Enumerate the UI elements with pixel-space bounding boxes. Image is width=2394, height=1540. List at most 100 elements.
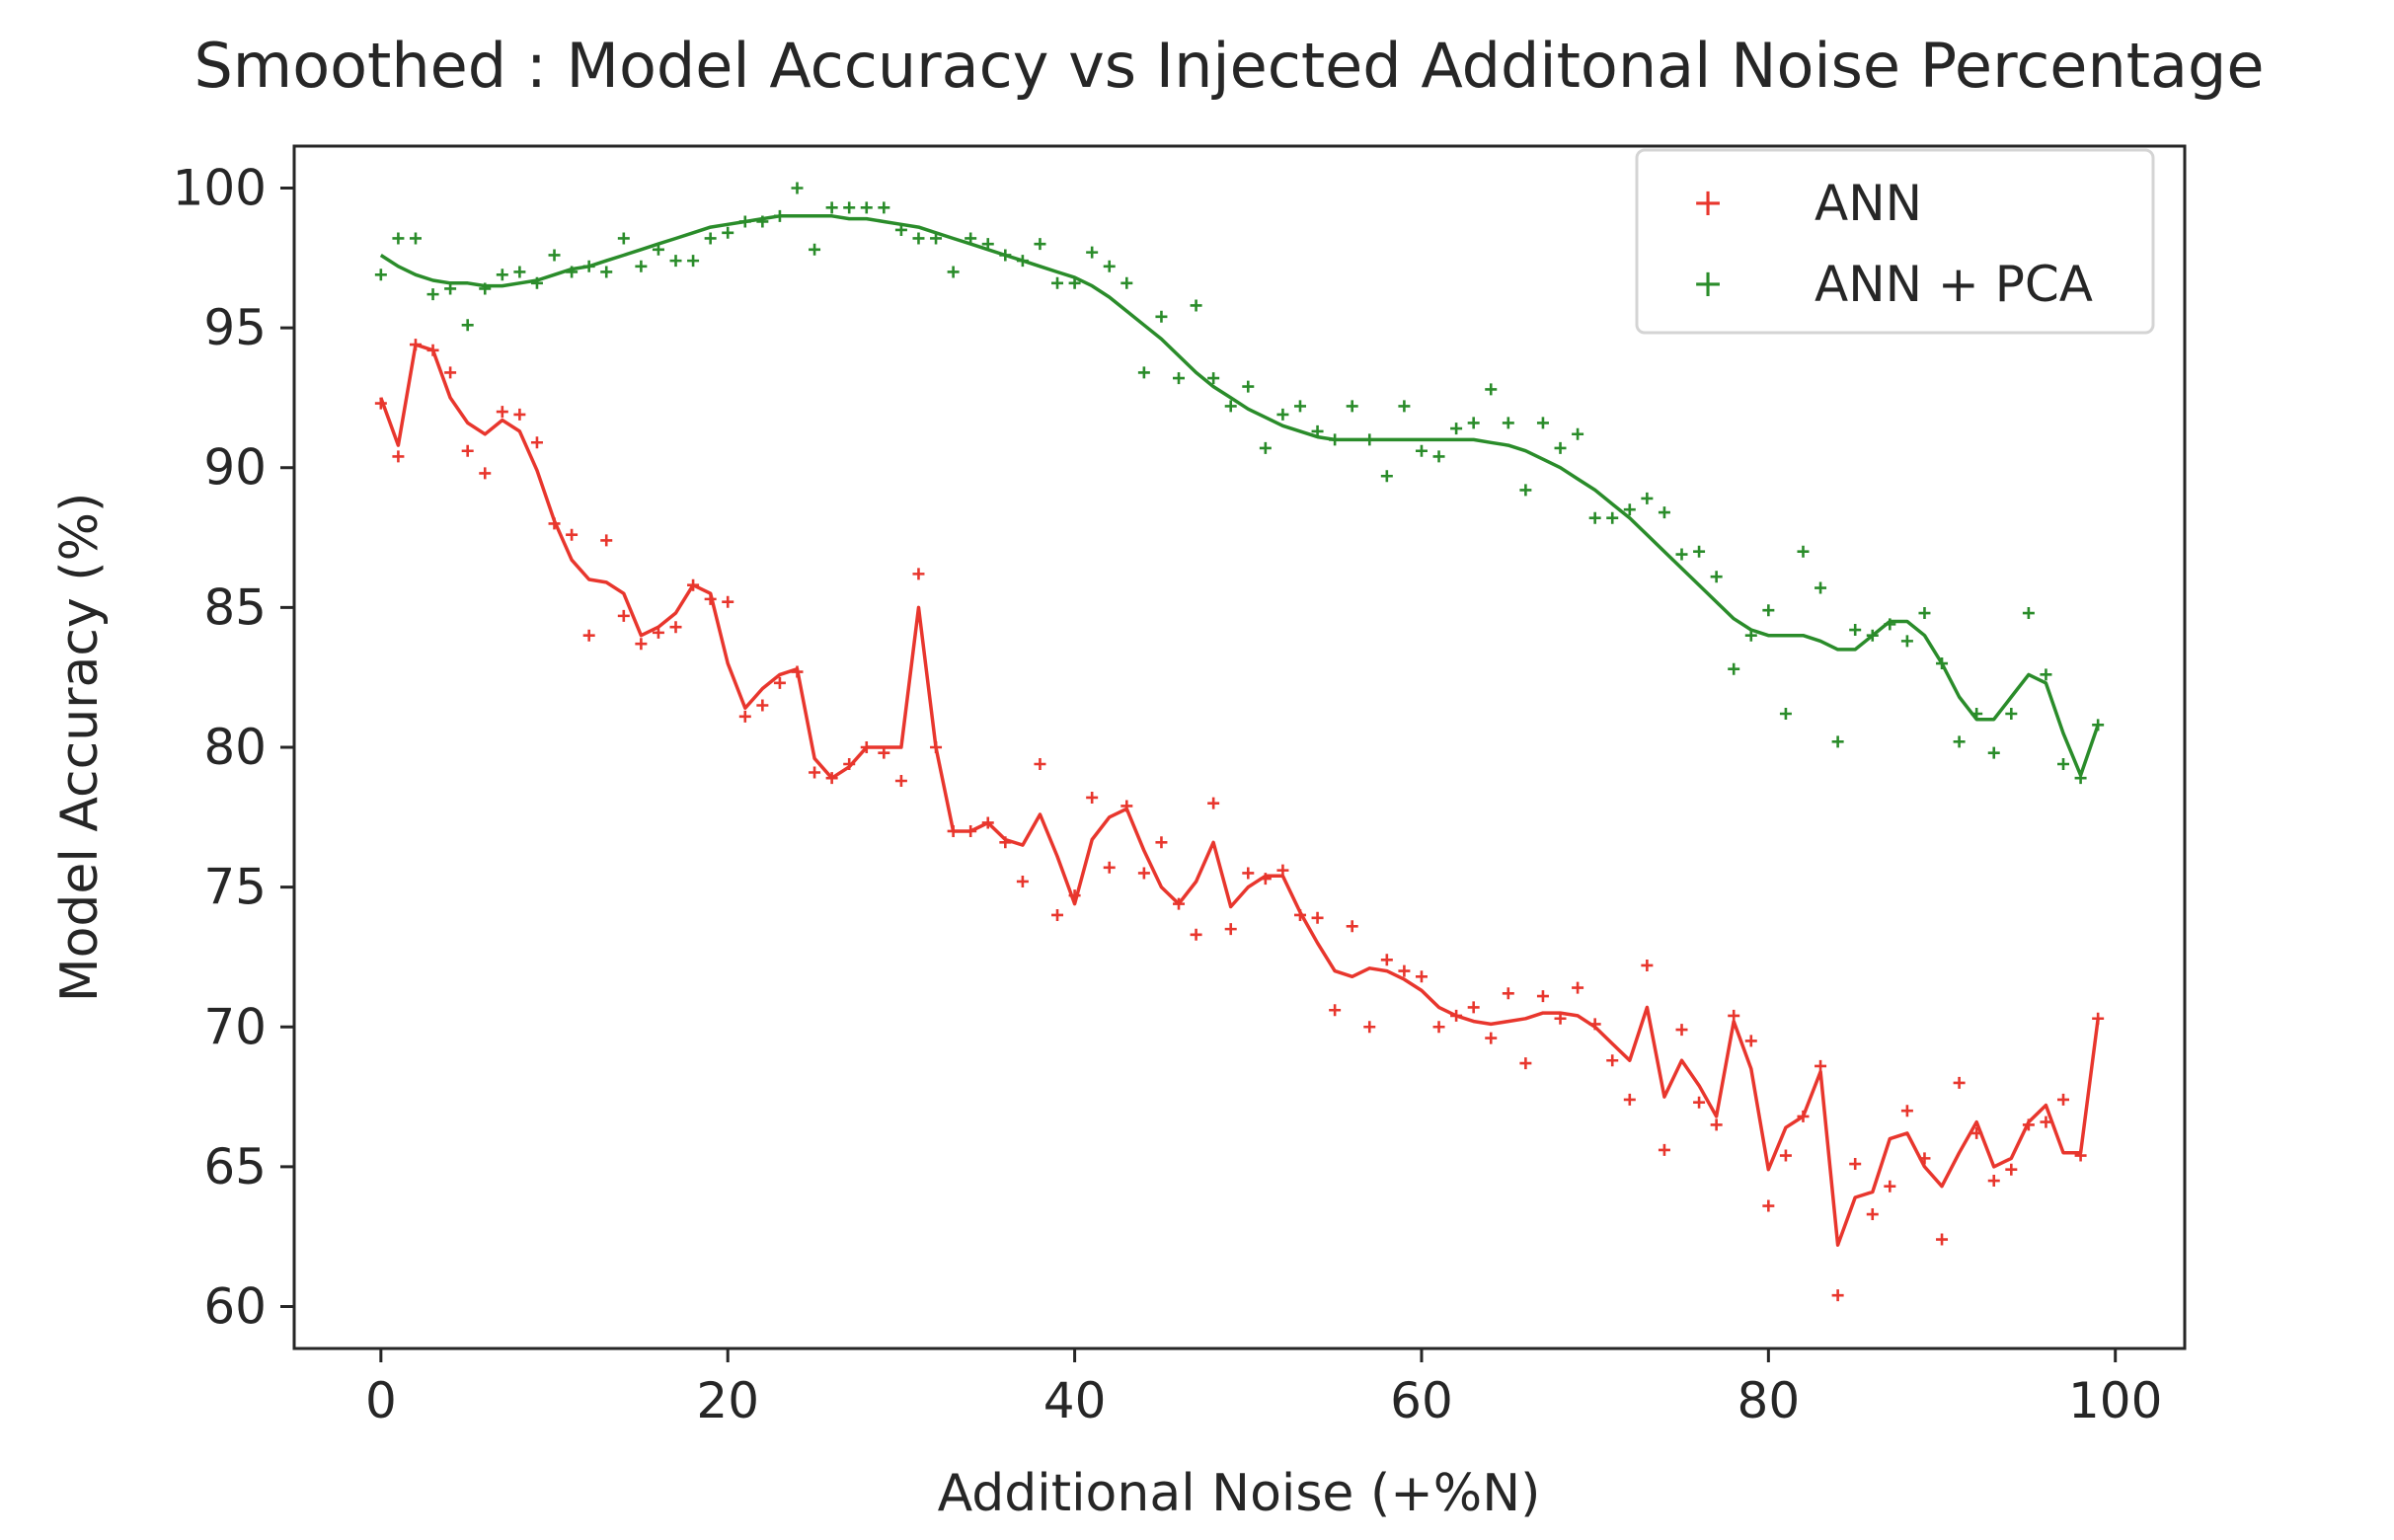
y-tick-label: 75	[203, 859, 267, 916]
data-point-ann-pca	[1502, 417, 1514, 429]
data-point-ann	[738, 710, 751, 723]
data-point-ann	[1450, 1009, 1463, 1022]
data-point-ann	[617, 609, 630, 622]
data-point-ann-pca	[981, 238, 994, 251]
data-point-ann-pca	[1467, 417, 1480, 429]
data-point-ann	[1953, 1076, 1966, 1089]
legend: + ANN + ANN + PCA	[1635, 148, 2155, 335]
data-point-ann-pca	[600, 266, 613, 278]
data-point-ann	[1103, 861, 1116, 874]
data-point-ann	[1900, 1105, 1913, 1117]
data-point-ann	[2074, 1149, 2087, 1162]
data-point-ann	[1137, 867, 1150, 880]
x-tick-label: 60	[1390, 1372, 1453, 1429]
data-point-ann-pca	[479, 282, 492, 295]
data-point-ann	[1606, 1054, 1619, 1067]
data-point-ann-pca	[2092, 719, 2105, 732]
data-point-ann	[1744, 1035, 1757, 1047]
data-point-ann	[1224, 923, 1237, 936]
data-point-ann-pca	[809, 243, 821, 256]
data-point-ann-pca	[738, 215, 751, 228]
data-point-ann	[496, 406, 508, 419]
series-layer	[374, 182, 2105, 1302]
data-point-ann-pca	[773, 209, 786, 222]
data-point-ann	[1190, 928, 1202, 941]
data-point-ann	[566, 528, 579, 541]
y-axis-label: Model Accuracy (%)	[50, 493, 110, 1003]
data-point-ann	[635, 638, 648, 651]
data-point-ann	[1363, 1021, 1376, 1034]
data-point-ann-pca	[1554, 441, 1567, 454]
data-point-ann	[1293, 908, 1306, 921]
data-point-ann	[461, 444, 474, 457]
data-point-ann-pca	[756, 215, 769, 228]
data-point-ann-pca	[843, 201, 856, 214]
data-point-ann	[1641, 959, 1654, 971]
legend-box	[1635, 148, 2155, 335]
data-point-ann-pca	[392, 232, 405, 245]
data-point-ann	[1467, 1001, 1480, 1014]
data-point-ann	[1398, 964, 1411, 977]
data-point-ann-pca	[1641, 492, 1654, 504]
data-point-ann	[756, 699, 769, 712]
data-point-ann	[1831, 1289, 1844, 1302]
data-point-ann	[965, 824, 977, 837]
data-point-ann-pca	[513, 266, 526, 278]
y-tick-label: 85	[203, 578, 267, 636]
data-point-ann-pca	[1536, 417, 1549, 429]
data-point-ann-pca	[548, 249, 561, 262]
data-point-ann-pca	[1155, 310, 1168, 323]
data-point-ann	[1849, 1158, 1862, 1171]
data-point-ann-pca	[2057, 757, 2070, 770]
data-point-ann-pca	[426, 288, 439, 301]
legend-label-ann: ANN	[1815, 175, 1922, 232]
data-point-ann-pca	[825, 201, 838, 214]
data-point-ann	[1536, 990, 1549, 1003]
data-point-ann	[825, 772, 838, 785]
data-point-ann	[374, 397, 387, 410]
data-point-ann	[426, 344, 439, 356]
smoothed-line-ann	[379, 343, 2100, 1247]
data-point-ann	[1502, 987, 1514, 1000]
data-point-ann-pca	[2074, 772, 2087, 785]
legend-entry-ann-pca: + ANN + PCA	[1692, 256, 2093, 313]
x-tick-label: 40	[1043, 1372, 1107, 1429]
data-point-ann-pca	[1900, 635, 1913, 648]
data-point-ann-pca	[1987, 746, 2000, 759]
data-point-ann-pca	[791, 182, 804, 194]
data-point-ann	[1173, 897, 1186, 910]
data-point-ann	[999, 836, 1012, 849]
data-point-ann	[1572, 981, 1584, 994]
data-point-ann	[1415, 970, 1428, 983]
data-point-ann-pca	[582, 260, 595, 272]
smoothed-line-ann-pca	[379, 214, 2100, 778]
data-point-ann-pca	[1190, 299, 1202, 312]
data-point-ann-pca	[1034, 238, 1046, 251]
data-point-ann-pca	[1311, 424, 1324, 437]
data-point-ann-pca	[461, 319, 474, 332]
data-point-ann	[1242, 867, 1255, 880]
data-point-ann	[1918, 1152, 1931, 1165]
data-point-ann-pca	[878, 201, 890, 214]
data-point-ann	[392, 450, 405, 463]
data-point-ann	[1329, 1004, 1342, 1017]
data-point-ann	[1311, 911, 1324, 924]
data-point-ann	[652, 626, 664, 639]
data-point-ann-pca	[1953, 735, 1966, 748]
data-point-ann-pca	[1519, 484, 1532, 497]
data-point-ann-pca	[2040, 668, 2052, 681]
data-point-ann-pca	[1815, 581, 1827, 594]
data-point-ann	[1051, 908, 1064, 921]
data-point-ann-pca	[1051, 276, 1064, 289]
data-point-ann-pca	[1068, 276, 1081, 289]
data-point-ann-pca	[1016, 255, 1029, 268]
data-point-ann-pca	[1120, 276, 1133, 289]
data-point-ann	[479, 467, 492, 480]
data-point-ann-pca	[1744, 629, 1757, 642]
data-point-ann	[2022, 1118, 2035, 1131]
data-point-ann	[1519, 1057, 1532, 1070]
data-point-ann-pca	[930, 232, 943, 245]
data-point-ann-pca	[860, 201, 873, 214]
data-point-ann	[1936, 1233, 1949, 1246]
data-point-ann	[1485, 1032, 1498, 1044]
